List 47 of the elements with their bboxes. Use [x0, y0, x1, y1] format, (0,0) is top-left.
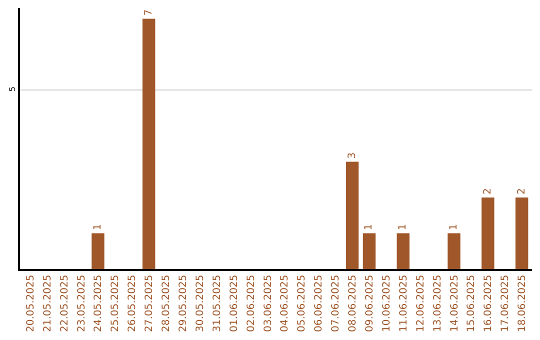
x-tick-label: 04.06.2025 [280, 274, 291, 332]
x-tick-label: 13.06.2025 [432, 274, 444, 332]
y-tick-label: 5 [8, 86, 18, 92]
x-tick-label: 15.06.2025 [466, 274, 478, 332]
data-label: 1 [92, 224, 104, 230]
bar [346, 162, 359, 269]
bar [142, 18, 156, 269]
x-tick-label: 14.06.2025 [449, 274, 460, 332]
x-tick-label: 30.05.2025 [194, 274, 206, 332]
x-tick-label: 24.05.2025 [93, 274, 104, 332]
x-tick-label: 03.06.2025 [262, 274, 274, 332]
x-tick-label: 17.06.2025 [500, 274, 512, 332]
data-label: 2 [516, 188, 528, 194]
x-tick-label: 01.06.2025 [228, 274, 240, 332]
x-tick-label: 12.06.2025 [415, 274, 426, 332]
bar [92, 233, 104, 269]
x-tick-label: 27.05.2025 [144, 274, 156, 332]
data-label: 1 [398, 224, 409, 230]
bar [482, 197, 494, 269]
x-tick-label: 02.06.2025 [246, 274, 257, 332]
x-tick-label: 23.05.2025 [76, 274, 88, 332]
bar [448, 233, 460, 269]
x-tick-label: 10.06.2025 [381, 274, 392, 332]
data-label: 1 [364, 224, 375, 230]
x-tick-label: 20.05.2025 [25, 274, 36, 332]
data-label: 3 [346, 152, 358, 159]
x-tick-label: 28.05.2025 [161, 274, 172, 332]
x-tick-label: 31.05.2025 [212, 274, 223, 332]
x-tick-label: 06.06.2025 [314, 274, 325, 332]
x-tick-label: 05.06.2025 [296, 274, 308, 332]
bar [396, 233, 410, 269]
x-tick-label: 29.05.2025 [178, 274, 189, 332]
bar [515, 197, 528, 269]
x-tick-label: 25.05.2025 [110, 274, 122, 332]
x-tick-label: 18.06.2025 [517, 274, 528, 332]
x-tick-label: 22.05.2025 [59, 274, 70, 332]
x-tick-label: 11.06.2025 [398, 274, 410, 332]
x-tick-label: 16.06.2025 [483, 274, 494, 332]
x-tick-label: 26.05.2025 [127, 274, 138, 332]
x-tick-label: 08.06.2025 [348, 274, 359, 332]
data-label: 7 [143, 9, 154, 16]
data-label: 1 [448, 224, 460, 230]
bar [362, 233, 376, 269]
data-label: 2 [482, 188, 494, 194]
x-tick-label: 21.05.2025 [42, 274, 54, 332]
x-tick-label: 09.06.2025 [364, 274, 376, 332]
x-tick-label: 07.06.2025 [330, 274, 342, 332]
